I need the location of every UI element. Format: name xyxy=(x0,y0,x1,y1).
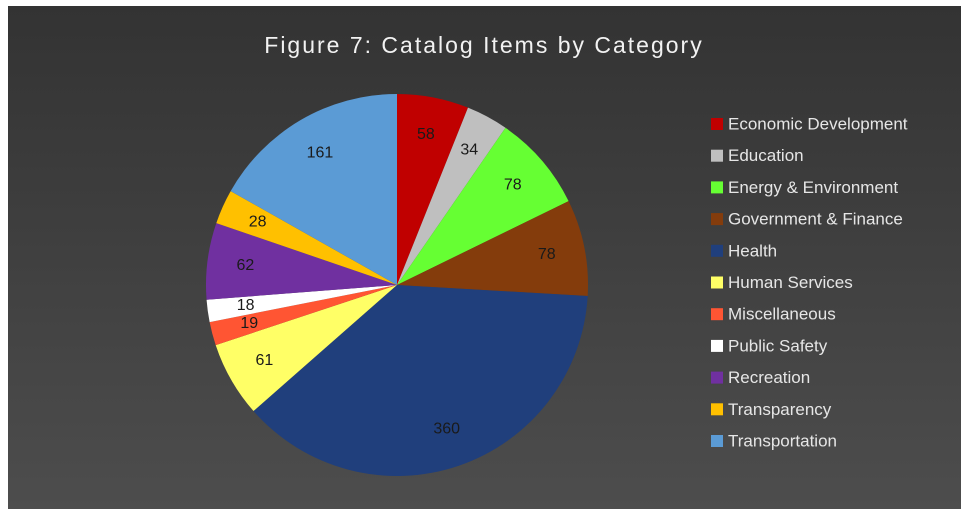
legend-swatch xyxy=(711,276,723,289)
slice-label: 61 xyxy=(256,352,274,369)
pie-slice xyxy=(206,285,397,323)
pie-slice xyxy=(397,201,589,296)
pie-slice xyxy=(397,127,569,285)
legend-swatch xyxy=(711,371,723,384)
slice-label: 78 xyxy=(538,246,556,263)
legend-text: Education xyxy=(728,146,804,165)
legend-swatch xyxy=(711,403,723,416)
legend-swatch xyxy=(711,339,723,352)
pie-slice xyxy=(397,94,468,285)
legend-text: Transportation xyxy=(728,431,837,450)
chart-title: Figure 7: Catalog Items by Category xyxy=(264,32,703,58)
legend-swatch xyxy=(711,435,723,447)
pie-slice xyxy=(209,285,397,346)
legend-text: Miscellaneous xyxy=(728,305,836,324)
slice-label: 58 xyxy=(417,126,435,143)
pie-slice xyxy=(253,285,588,477)
legend-text: Recreation xyxy=(728,368,810,387)
legend-text: Government & Finance xyxy=(728,210,903,229)
slice-label: 28 xyxy=(249,214,267,231)
slice-label: 62 xyxy=(237,257,255,274)
slice-label: 18 xyxy=(237,297,255,314)
legend-text: Transparency xyxy=(728,400,832,419)
legend-text: Public Safety xyxy=(728,336,828,355)
legend-text: Energy & Environment xyxy=(728,178,898,197)
legend-swatch xyxy=(711,149,723,162)
legend-text: Health xyxy=(728,241,777,260)
pie-slice xyxy=(206,223,397,300)
slice-label: 78 xyxy=(504,177,522,194)
slice-label: 360 xyxy=(433,421,460,438)
pie-slice xyxy=(216,191,397,285)
pie-slice xyxy=(397,107,506,285)
legend-swatch xyxy=(711,213,723,226)
slice-label: 19 xyxy=(240,315,258,332)
legend-swatch xyxy=(711,181,723,194)
slice-label: 34 xyxy=(460,142,478,159)
pie-slice xyxy=(230,94,397,285)
pie-slice xyxy=(215,285,397,412)
slice-label: 161 xyxy=(307,144,334,161)
legend-swatch xyxy=(711,244,723,257)
legend-text: Human Services xyxy=(728,273,853,292)
legend-swatch xyxy=(711,118,723,130)
legend-swatch xyxy=(711,308,723,321)
legend-text: Economic Development xyxy=(728,114,908,133)
